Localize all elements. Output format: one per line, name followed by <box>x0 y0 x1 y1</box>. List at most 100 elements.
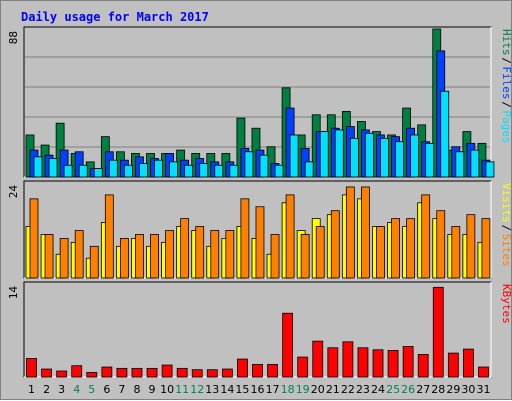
x-tick-label-day-9: 9 <box>149 383 156 396</box>
bar-sites-day-3 <box>59 238 69 279</box>
legend-separator: / <box>500 101 512 108</box>
bar-kbytes-day-12 <box>191 369 203 378</box>
x-tick-label-day-28: 28 <box>431 383 445 396</box>
bar-pages-day-10 <box>169 161 178 178</box>
bar-kbytes-day-31 <box>478 366 489 378</box>
bar-pages-day-25 <box>395 141 404 178</box>
bar-kbytes-day-28 <box>432 286 444 378</box>
x-tick-label-day-7: 7 <box>118 383 125 396</box>
bar-kbytes-day-30 <box>463 348 474 378</box>
x-tick-label-day-20: 20 <box>311 383 325 396</box>
bar-pages-day-31 <box>485 161 495 178</box>
bar-kbytes-day-6 <box>101 366 113 378</box>
bar-kbytes-day-11 <box>176 367 188 378</box>
bar-kbytes-day-29 <box>447 352 459 378</box>
x-tick-label-day-29: 29 <box>446 383 460 396</box>
bar-pages-day-18 <box>289 134 299 178</box>
bar-sites-day-4 <box>74 230 84 279</box>
y-max-label-1: 88 <box>7 31 20 44</box>
bar-kbytes-day-1 <box>26 357 37 378</box>
bar-sites-day-30 <box>466 214 476 279</box>
bar-sites-day-28 <box>436 210 446 279</box>
bar-sites-day-23 <box>361 186 370 279</box>
bar-pages-day-4 <box>78 164 88 178</box>
legend-visits: Visits <box>500 183 512 223</box>
x-tick-label-day-12: 12 <box>190 383 204 396</box>
legend-hits: Hits <box>500 29 512 56</box>
legend-sites: Sites <box>500 234 512 267</box>
bar-kbytes-day-18 <box>282 312 294 378</box>
x-tick-label-day-13: 13 <box>205 383 219 396</box>
bar-sites-day-7 <box>119 238 129 279</box>
bar-kbytes-day-10 <box>161 364 173 378</box>
bar-kbytes-day-5 <box>86 371 98 378</box>
bar-sites-day-11 <box>180 218 190 279</box>
bar-pages-day-29 <box>455 151 465 178</box>
legend-separator: / <box>500 225 512 232</box>
bar-sites-day-8 <box>135 234 144 279</box>
bar-pages-day-9 <box>154 159 163 178</box>
x-tick-label-day-4: 4 <box>73 383 80 396</box>
bar-pages-day-21 <box>334 129 344 178</box>
bar-pages-day-16 <box>259 154 269 178</box>
bar-sites-day-12 <box>195 226 205 279</box>
bar-sites-day-5 <box>89 245 99 279</box>
bar-kbytes-day-15 <box>237 358 248 378</box>
x-tick-label-day-30: 30 <box>461 383 475 396</box>
bar-pages-day-22 <box>349 137 359 178</box>
bar-sites-day-14 <box>225 230 235 279</box>
bar-pages-day-26 <box>410 134 420 178</box>
bar-sites-day-20 <box>315 226 325 279</box>
bar-pages-day-24 <box>380 137 389 178</box>
bar-sites-day-16 <box>255 206 265 279</box>
x-tick-label-day-21: 21 <box>326 383 340 396</box>
bar-pages-day-17 <box>274 164 284 178</box>
x-tick-label-day-25: 25 <box>386 383 400 396</box>
x-tick-label-day-11: 11 <box>175 383 189 396</box>
x-tick-label-day-17: 17 <box>266 383 280 396</box>
bar-kbytes-day-21 <box>327 347 339 378</box>
bar-pages-day-2 <box>48 158 58 178</box>
x-tick-label-day-24: 24 <box>371 383 385 396</box>
bar-sites-day-2 <box>44 234 54 279</box>
bar-kbytes-day-7 <box>116 367 128 378</box>
bar-pages-day-19 <box>304 161 314 178</box>
x-tick-label-day-31: 31 <box>476 383 490 396</box>
bar-sites-day-9 <box>150 234 159 279</box>
x-tick-label-day-23: 23 <box>356 383 370 396</box>
legend-pages: Pages <box>500 110 512 143</box>
x-tick-label-day-10: 10 <box>160 383 174 396</box>
x-tick-label-day-14: 14 <box>220 383 234 396</box>
bar-sites-day-13 <box>210 230 220 279</box>
bar-kbytes-day-4 <box>71 365 83 378</box>
legend-separator: / <box>500 57 512 64</box>
bar-sites-day-27 <box>421 194 431 279</box>
bar-sites-day-22 <box>345 186 355 279</box>
bar-kbytes-day-9 <box>146 367 158 378</box>
bar-pages-day-7 <box>123 164 133 178</box>
bar-kbytes-day-16 <box>252 363 263 378</box>
bar-kbytes-day-8 <box>131 367 143 378</box>
bar-sites-day-21 <box>330 210 340 279</box>
bar-kbytes-day-3 <box>56 370 68 378</box>
bar-pages-day-23 <box>365 132 374 178</box>
y-max-label-3: 14 <box>7 286 20 300</box>
bar-pages-day-14 <box>229 164 239 178</box>
bar-pages-day-8 <box>139 163 148 178</box>
bar-kbytes-day-20 <box>312 340 324 378</box>
x-tick-label-day-1: 1 <box>28 383 35 396</box>
bar-pages-day-12 <box>199 163 209 178</box>
bar-pages-day-13 <box>214 164 224 178</box>
bar-pages-day-11 <box>184 164 194 178</box>
x-tick-label-day-3: 3 <box>58 383 65 396</box>
bar-sites-day-19 <box>300 234 310 279</box>
bar-kbytes-day-24 <box>372 349 384 378</box>
bar-pages-day-15 <box>244 151 254 178</box>
y-max-label-2: 24 <box>7 185 20 199</box>
bar-sites-day-6 <box>104 194 114 279</box>
bar-sites-day-26 <box>406 218 416 279</box>
bar-sites-day-15 <box>240 198 250 279</box>
x-tick-label-day-18: 18 <box>281 383 295 396</box>
legend-kbytes: KBytes <box>500 284 512 324</box>
